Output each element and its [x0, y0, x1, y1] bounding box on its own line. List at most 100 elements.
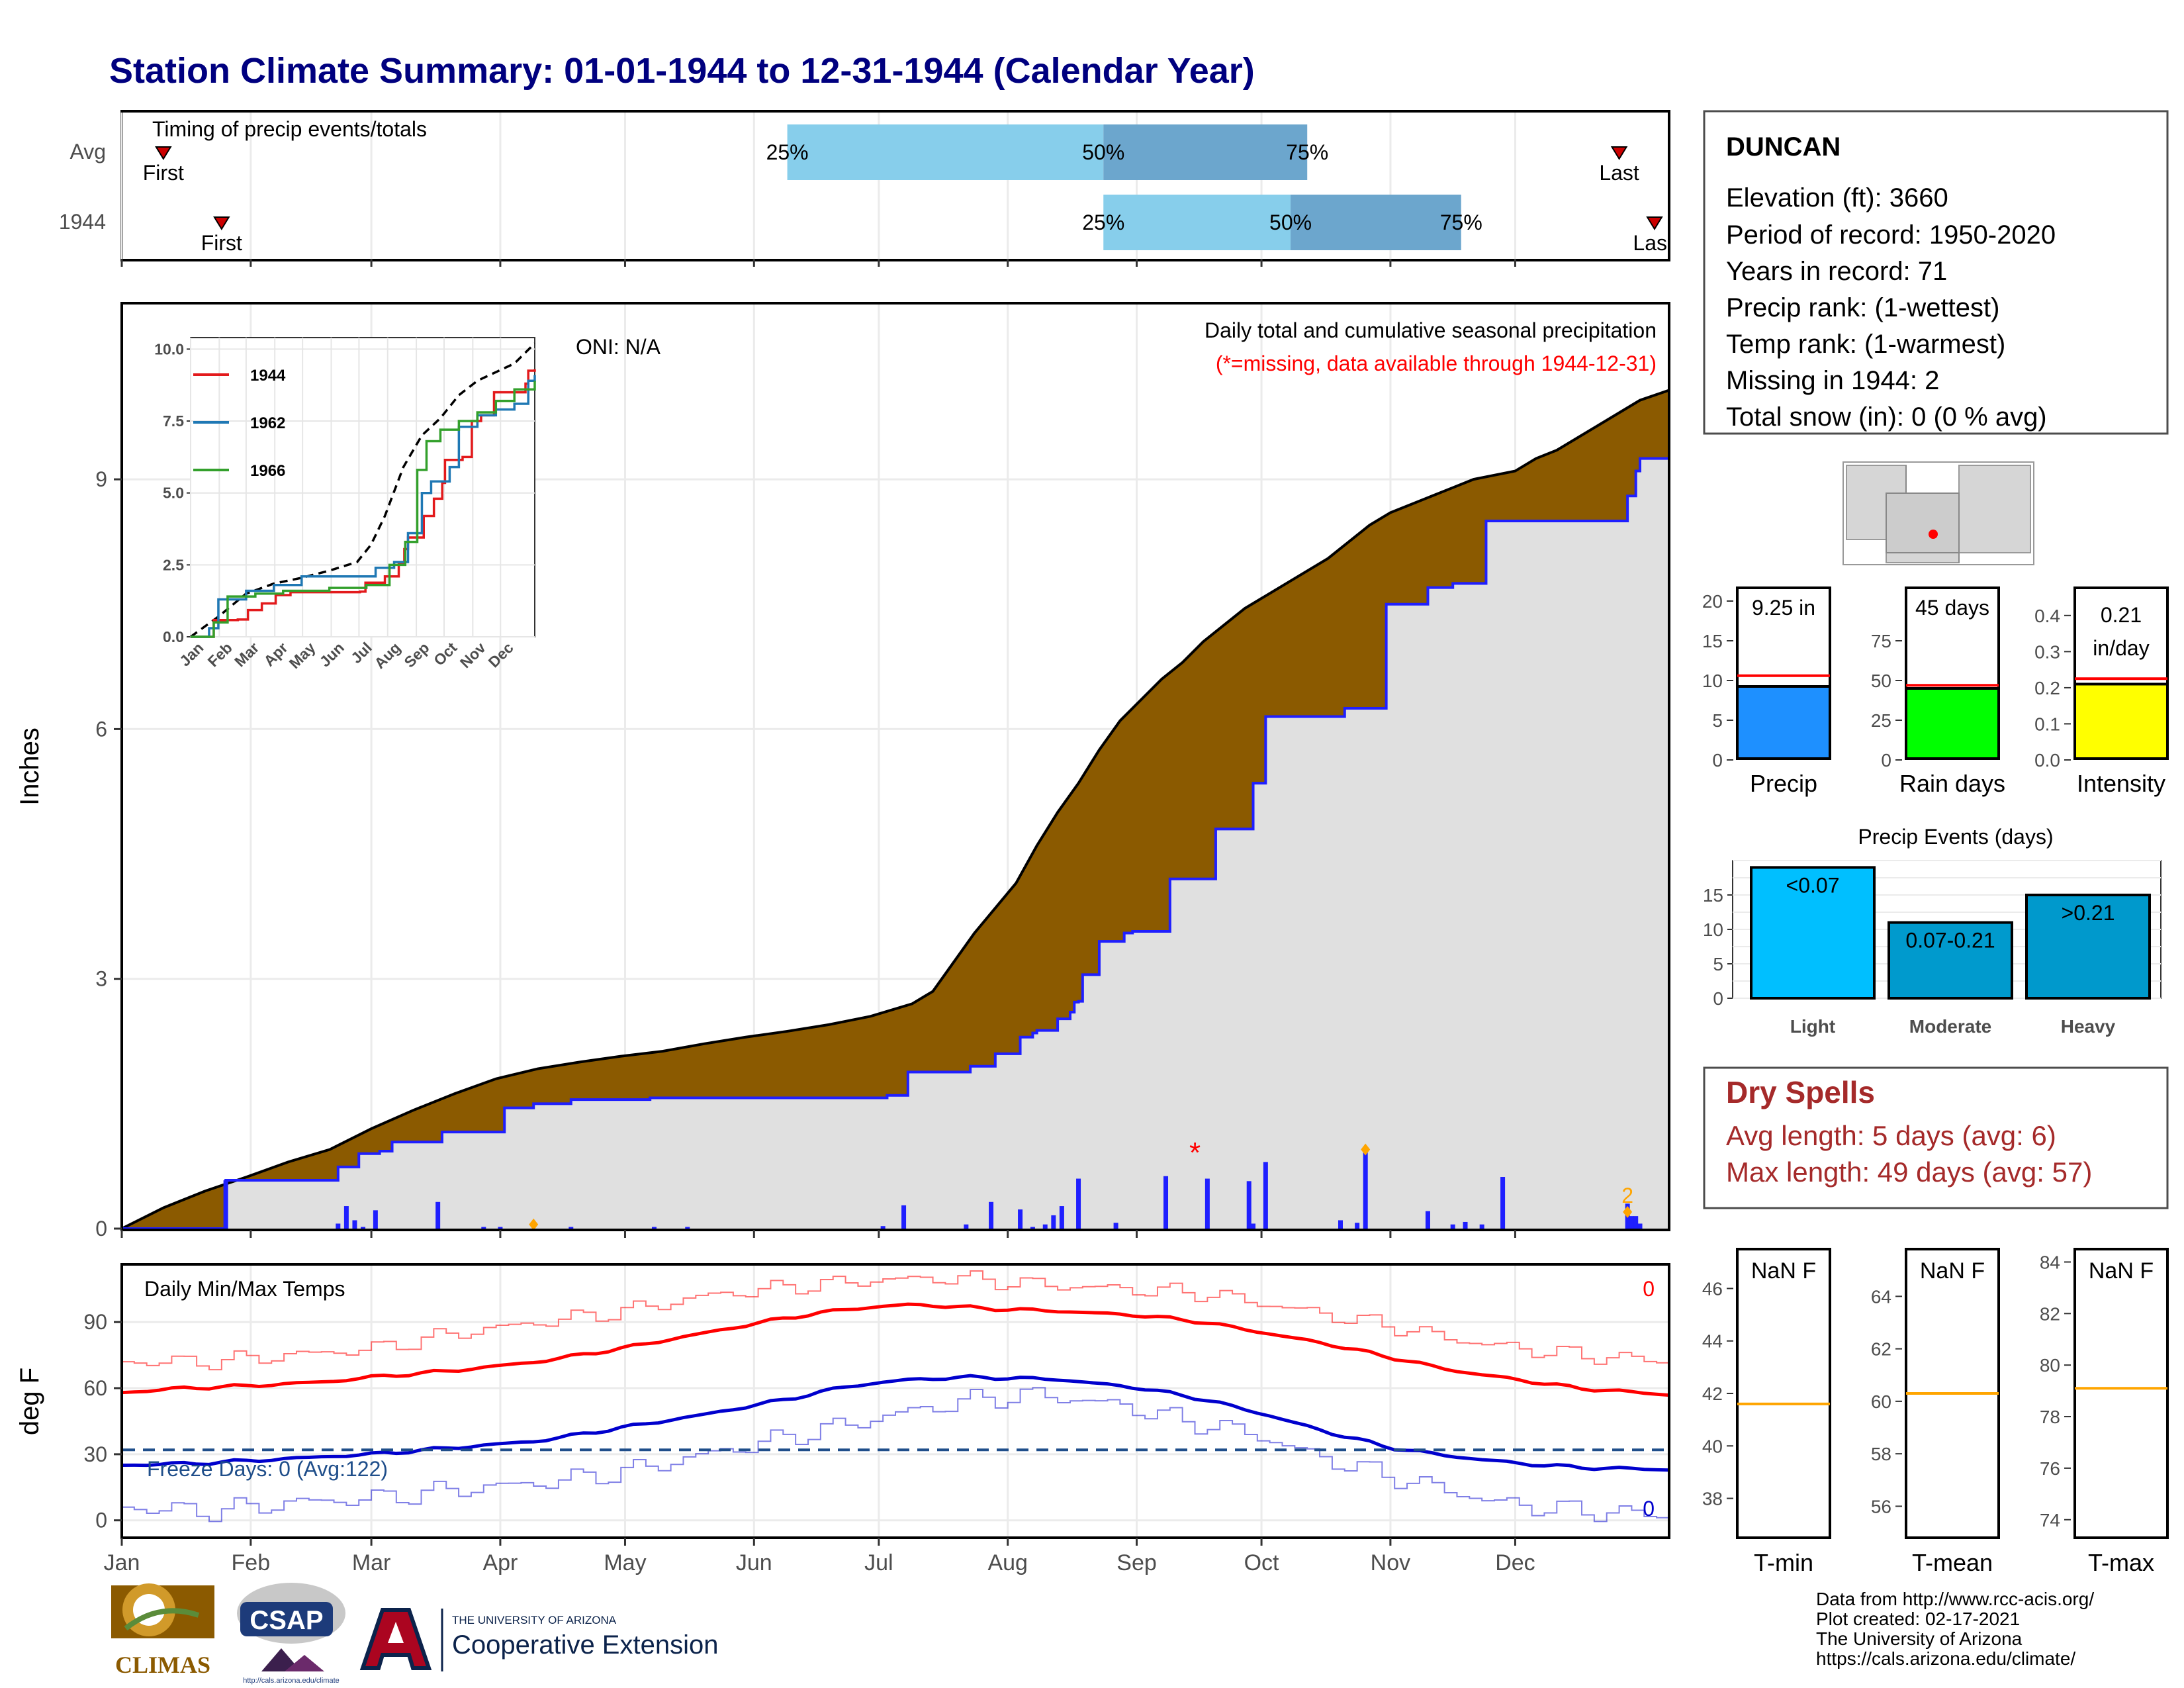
daily-precip-bar [336, 1223, 341, 1229]
temp-box-label: T-mean [1912, 1549, 1993, 1576]
daily-precip-bar [1030, 1227, 1035, 1229]
inset-ytick-label: 5.0 [163, 485, 184, 502]
intensity-ytick-label: 0.4 [2034, 606, 2060, 626]
dry-avg-length: Avg length: 5 days (avg: 6) [1726, 1120, 2056, 1151]
tmin-average-line [121, 1374, 1670, 1472]
intensity-unit-label: in/day [2093, 636, 2149, 660]
page-title: Station Climate Summary: 01-01-1944 to 1… [109, 51, 1255, 91]
temp-box-ytick-label: 58 [1871, 1444, 1891, 1464]
temp-box-ytick-label: 64 [1871, 1286, 1891, 1307]
climas-logo-text: CLIMAS [115, 1652, 210, 1678]
inset-ytick-label: 10.0 [154, 340, 184, 357]
missing-data-marker: * [1189, 1137, 1201, 1169]
events-bar-label: >0.21 [2062, 901, 2115, 925]
inset-ytick-label: 7.5 [163, 412, 184, 430]
temp-box-ytick-label: 76 [2040, 1458, 2060, 1479]
quantile-bar-low [787, 124, 1104, 180]
temp-ytick-label: 0 [95, 1509, 107, 1532]
daily-precip-bar [1425, 1211, 1430, 1229]
ua-extension-text: Cooperative Extension [452, 1630, 718, 1660]
locator-map [1843, 461, 2034, 565]
year-last-label: Las [1633, 231, 1667, 255]
events-ytick-label: 15 [1703, 885, 1723, 906]
temps-ylabel: deg F [15, 1368, 44, 1435]
observed-cumulative-area [122, 458, 1669, 1229]
tmin-record-line [122, 1387, 1670, 1523]
daily-precip-bar [685, 1227, 690, 1229]
station-line: Total snow (in): 0 (0 % avg) [1726, 402, 2047, 432]
temp-box-value: NaN F [2089, 1258, 2154, 1284]
temp-box-ytick-label: 38 [1702, 1489, 1723, 1509]
temp-box-ytick-label: 82 [2040, 1303, 2060, 1324]
station-line: Years in record: 71 [1726, 257, 1947, 286]
timing-panel: 25% 50% 75% 25% 50% 75% Timing of precip even… [59, 110, 1670, 267]
rain-days-ytick-label: 75 [1871, 631, 1891, 651]
dry-spells-box: Dry Spells Avg length: 5 days (avg: 6) M… [1703, 1066, 2169, 1209]
temp-ytick-label: 90 [83, 1310, 107, 1334]
temperature-summary-boxes: 38 40 42 44 46 NaN F T-min 56 58 60 62 64 NaN F T-mea… [1702, 1248, 2169, 1576]
footer-line: Data from http://www.rcc-acis.org/ [1816, 1589, 2094, 1609]
inset-legend-label: 1962 [250, 414, 285, 432]
rain-days-ytick-label: 50 [1871, 671, 1891, 691]
main-subheader: (*=missing, data available through 1944-… [1216, 352, 1657, 375]
main-ylabel: Inches [15, 727, 44, 806]
quantile-label: 75% [1440, 211, 1482, 234]
daily-precip-bar [1338, 1220, 1343, 1229]
footer-credits: Data from http://www.rcc-acis.org/ Plot … [1816, 1589, 2094, 1669]
month-label: Jul [864, 1550, 893, 1575]
daily-precip-bar [1205, 1178, 1210, 1229]
rain-days-value-label: 45 days [1915, 596, 1989, 620]
station-line: Precip rank: (1-wettest) [1726, 293, 1999, 322]
daily-precip-bar [361, 1227, 366, 1229]
daily-precip-bar [880, 1226, 886, 1229]
precip-ytick-label: 5 [1712, 710, 1723, 731]
daily-precip-bar [373, 1210, 378, 1229]
quantile-label: 75% [1286, 140, 1328, 164]
temp-box-ytick-label: 74 [2040, 1510, 2060, 1530]
climas-logo: CLIMAS [111, 1583, 214, 1678]
inset-avg-line [189, 342, 536, 638]
events-ytick-label: 5 [1713, 954, 1723, 974]
year-first-marker [213, 216, 230, 230]
station-line: Period of record: 1950-2020 [1726, 220, 2056, 250]
inset-ytick-label: 0.0 [163, 628, 184, 645]
events-title: Precip Events (days) [1858, 825, 2053, 849]
daily-precip-bar [651, 1227, 657, 1229]
daily-precip-bar [964, 1224, 969, 1229]
events-category-label: Moderate [1909, 1016, 1991, 1037]
temp-box-frame [1736, 1248, 1831, 1539]
temp-box-ytick-label: 44 [1702, 1331, 1723, 1352]
daily-precip-bar [1463, 1221, 1468, 1229]
university-arizona-logo: THE UNIVERSITY OF ARIZONA Cooperative Ex… [359, 1608, 718, 1671]
temp-ytick-label: 30 [83, 1442, 107, 1466]
timing-row-avg: Avg [69, 140, 106, 164]
daily-precip-bar [1363, 1151, 1368, 1229]
temp-box-ytick-label: 62 [1871, 1339, 1891, 1360]
avg-cumulative-line [121, 389, 1670, 1230]
year-last-marker [1646, 216, 1663, 230]
main-ytick-label: 0 [95, 1217, 107, 1241]
record-count-label: 2 [1621, 1184, 1633, 1207]
precip-summary-bars: 0 5 10 15 20 Precip 9.25 in 0 25 50 75 Rain days 45 … [1702, 586, 2169, 797]
daily-precip-bar [1633, 1216, 1639, 1229]
tmax-average-line [121, 1302, 1670, 1397]
daily-precip-bar [1246, 1181, 1251, 1229]
precip-value-label: 9.25 in [1752, 596, 1815, 620]
daily-precip-bar [481, 1227, 486, 1229]
daily-precip-bar [498, 1227, 503, 1229]
quantile-label: 25% [1082, 211, 1124, 234]
month-label: Dec [1495, 1550, 1535, 1575]
temp-box-frame [2073, 1248, 2169, 1539]
daily-precip-bar [901, 1205, 907, 1229]
events-ytick-label: 10 [1703, 919, 1723, 940]
month-label: Feb [232, 1550, 271, 1575]
quantile-bar-high [1291, 195, 1461, 250]
main-ytick-label: 6 [95, 717, 107, 741]
precip-bar [1736, 685, 1831, 760]
intensity-ytick-label: 0.3 [2034, 641, 2060, 662]
daily-precip-bar [343, 1206, 349, 1229]
avg-first-label: First [143, 161, 184, 185]
oni-label: ONI: N/A [576, 335, 661, 359]
